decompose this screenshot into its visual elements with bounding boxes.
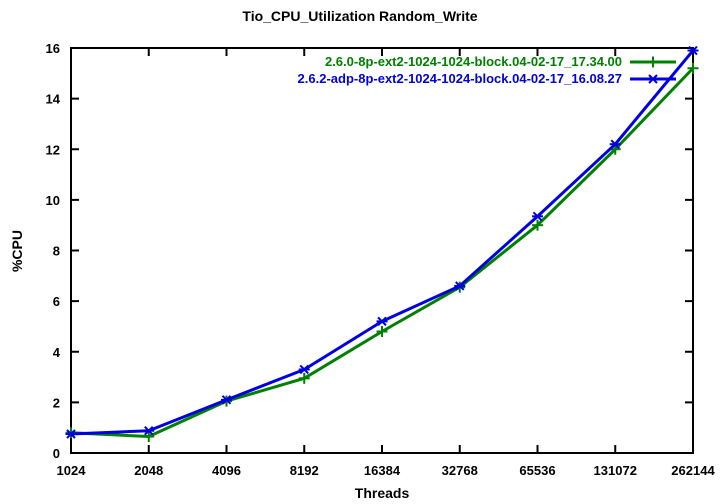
data-point-marker-star	[609, 139, 621, 149]
data-point-marker-plus	[298, 372, 310, 384]
legend-line-sample	[630, 73, 676, 84]
series-1	[65, 45, 699, 439]
y-tick-label: 8	[53, 244, 60, 259]
legend-marker-star	[647, 73, 659, 84]
y-tick-label: 4	[53, 345, 61, 360]
data-point-marker-star	[298, 364, 310, 375]
legend-label: 2.6.2-adp-8p-ext2-1024-1024-block.04-02-…	[297, 71, 622, 86]
data-point-marker-star	[687, 45, 699, 56]
data-point-marker-star	[454, 281, 466, 291]
data-point-marker-star	[221, 395, 232, 405]
x-tick-label: 4096	[212, 463, 241, 478]
y-tick-label: 6	[53, 294, 60, 309]
data-point-marker-star	[376, 316, 388, 327]
legend-entry-1: 2.6.2-adp-8p-ext2-1024-1024-block.04-02-…	[298, 70, 676, 87]
x-tick-label: 8192	[290, 463, 319, 478]
y-tick-label: 10	[46, 193, 60, 208]
legend-entry-0: 2.6.0-8p-ext2-1024-1024-block.04-02-17_1…	[298, 53, 676, 70]
x-tick-label: 16384	[364, 463, 401, 478]
legend-label: 2.6.0-8p-ext2-1024-1024-block.04-02-17_1…	[324, 54, 622, 69]
legend-marker-plus	[647, 56, 659, 67]
legend: 2.6.0-8p-ext2-1024-1024-block.04-02-17_1…	[298, 53, 676, 87]
y-tick-label: 2	[53, 395, 60, 410]
x-tick-label: 2048	[134, 463, 163, 478]
data-point-marker-plus	[376, 326, 388, 337]
series-0	[65, 62, 699, 443]
x-axis-label: Threads	[354, 485, 410, 501]
data-point-marker-star	[143, 426, 155, 436]
y-tick-label: 12	[46, 142, 60, 157]
y-tick-label: 0	[53, 446, 60, 461]
legend-line-sample	[630, 56, 676, 67]
data-point-marker-star	[532, 211, 543, 222]
y-tick-label: 14	[46, 92, 61, 107]
x-tick-label: 262144	[671, 463, 715, 478]
y-tick-label: 16	[46, 41, 60, 56]
data-point-marker-star	[65, 429, 77, 439]
series-line	[70, 67, 695, 439]
x-tick-label: 1024	[57, 463, 87, 478]
x-tick-label: 131072	[594, 463, 637, 478]
series-line	[70, 49, 695, 436]
data-point-marker-plus	[687, 62, 699, 74]
data-point-marker-plus	[532, 219, 543, 231]
x-tick-label: 65536	[519, 463, 555, 478]
x-tick-label: 32768	[442, 463, 478, 478]
chart-title: Tio_CPU_Utilization Random_Write	[242, 8, 478, 24]
data-point-marker-plus	[143, 431, 155, 443]
plot-border	[70, 47, 694, 454]
